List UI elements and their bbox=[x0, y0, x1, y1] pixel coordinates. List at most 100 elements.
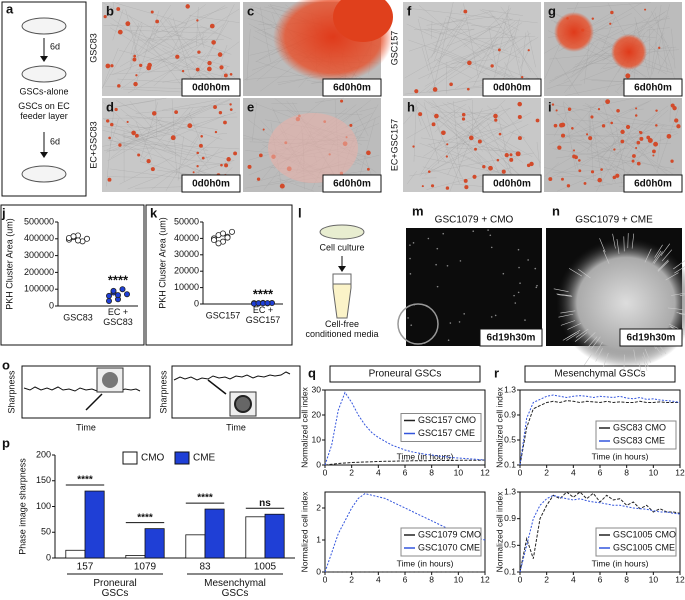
cell-texture bbox=[549, 100, 652, 145]
cell-texture bbox=[527, 30, 536, 68]
cell-texture bbox=[431, 32, 441, 58]
cell-texture bbox=[625, 124, 664, 176]
panel-label: c bbox=[247, 3, 254, 18]
y-tick-label: 200000 bbox=[24, 267, 54, 277]
cell-texture bbox=[423, 112, 492, 157]
cell bbox=[201, 156, 205, 160]
cell bbox=[496, 158, 500, 162]
cell-texture bbox=[556, 175, 596, 177]
cell-texture bbox=[473, 36, 498, 87]
cell-texture bbox=[413, 101, 417, 162]
cell bbox=[107, 177, 112, 182]
cell-texture bbox=[356, 111, 369, 137]
speck bbox=[489, 234, 492, 237]
x-tick-label: 1005 bbox=[254, 562, 277, 573]
cell-texture bbox=[450, 115, 484, 152]
cell-texture bbox=[487, 122, 514, 182]
cell-texture bbox=[440, 10, 494, 26]
cell-texture bbox=[519, 32, 527, 86]
cell-texture bbox=[454, 36, 539, 89]
cell bbox=[466, 87, 470, 91]
y-tick-label: 0.9 bbox=[504, 409, 516, 419]
cell-texture bbox=[130, 22, 139, 56]
cell-texture bbox=[448, 37, 516, 80]
cell-texture bbox=[189, 20, 229, 85]
cell-texture bbox=[193, 55, 235, 78]
y-tick-label: 150 bbox=[36, 475, 51, 485]
timestamp-box bbox=[482, 78, 542, 97]
cell-texture bbox=[587, 105, 647, 153]
cell-texture bbox=[652, 4, 670, 75]
arrow-head bbox=[40, 56, 48, 62]
cell bbox=[247, 164, 252, 169]
cell bbox=[515, 151, 521, 157]
cell-texture bbox=[488, 26, 497, 70]
x-tick-label: 83 bbox=[199, 562, 211, 573]
cell bbox=[666, 133, 672, 139]
significance: **** bbox=[197, 493, 213, 504]
panel-label: m bbox=[412, 203, 424, 218]
x-tick-label: 2 bbox=[349, 467, 354, 477]
cell bbox=[418, 112, 423, 117]
cell-texture bbox=[500, 105, 541, 163]
cell-texture bbox=[646, 27, 670, 31]
sprout bbox=[652, 250, 662, 264]
cell-texture bbox=[470, 24, 503, 28]
sprout bbox=[556, 293, 572, 297]
cell bbox=[214, 130, 218, 134]
timestamp-box bbox=[479, 328, 543, 347]
data-point bbox=[124, 291, 131, 298]
cell bbox=[636, 161, 641, 166]
cell bbox=[192, 171, 195, 174]
cell-texture bbox=[648, 29, 650, 70]
x-tick-label: 8 bbox=[429, 467, 434, 477]
cell bbox=[674, 118, 679, 123]
cell bbox=[185, 4, 190, 9]
y-axis-label: Sharpness bbox=[6, 370, 16, 414]
cell-texture bbox=[129, 44, 136, 66]
colony bbox=[397, 303, 439, 345]
cell-texture bbox=[195, 152, 203, 163]
y-axis-label: Normalized cell index bbox=[494, 491, 504, 573]
cell-texture bbox=[143, 4, 206, 54]
cell-texture bbox=[426, 166, 514, 190]
cell bbox=[213, 105, 217, 109]
x-tick-label: 10 bbox=[454, 467, 464, 477]
sprout bbox=[587, 336, 598, 349]
sprout bbox=[653, 251, 663, 264]
cell-texture bbox=[568, 116, 640, 174]
timestamp: 0d0h0m bbox=[493, 83, 531, 94]
cell bbox=[412, 145, 415, 148]
cell bbox=[520, 75, 524, 79]
cell-texture bbox=[556, 151, 651, 192]
cell-texture bbox=[459, 21, 518, 69]
cell-texture bbox=[128, 14, 186, 92]
caption: GSCs-alone bbox=[19, 86, 68, 96]
panel-label: e bbox=[247, 99, 254, 114]
cell-texture bbox=[602, 65, 618, 69]
sprout bbox=[557, 294, 573, 297]
cell-texture bbox=[107, 99, 221, 161]
cell bbox=[146, 65, 152, 71]
y-tick-label: 50000 bbox=[174, 216, 199, 226]
cell-texture bbox=[419, 120, 484, 177]
line-series bbox=[519, 400, 680, 466]
cell-texture bbox=[106, 98, 231, 151]
panel-label: i bbox=[548, 99, 552, 114]
panel-frame bbox=[0, 204, 145, 346]
sprout bbox=[558, 313, 574, 318]
cell bbox=[644, 8, 647, 11]
cell bbox=[527, 49, 530, 52]
speck bbox=[459, 260, 462, 262]
speck bbox=[409, 273, 412, 275]
cell-texture bbox=[106, 14, 203, 87]
timestamp-box bbox=[482, 174, 542, 193]
data-point bbox=[215, 240, 222, 247]
y-tick-label: 2 bbox=[316, 502, 321, 512]
speck bbox=[458, 321, 461, 323]
cell-texture bbox=[456, 108, 510, 150]
cell bbox=[197, 50, 201, 54]
cell bbox=[601, 124, 606, 128]
